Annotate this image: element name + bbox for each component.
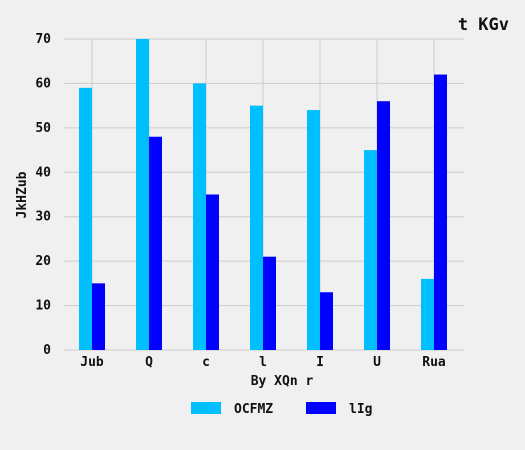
x-tick-label: Q bbox=[145, 355, 153, 370]
x-axis-title: By XQn r bbox=[251, 374, 314, 389]
x-tick-label: Jub bbox=[80, 355, 104, 370]
y-tick-label: 30 bbox=[35, 210, 51, 225]
bar-lIg-l bbox=[263, 256, 276, 350]
bar-OCFMZ-Q bbox=[136, 39, 149, 350]
y-axis-ticks: 0 10 20 30 40 50 60 70 bbox=[35, 32, 51, 358]
bar-OCFMZ-I bbox=[307, 110, 320, 350]
y-tick-label: 20 bbox=[35, 254, 51, 269]
legend: OCFMZ lIg bbox=[191, 402, 372, 417]
y-tick-label: 10 bbox=[35, 299, 51, 314]
chart-title: t KGv bbox=[458, 15, 509, 35]
bar-OCFMZ-U bbox=[364, 150, 377, 350]
bar-OCFMZ-Rua bbox=[421, 278, 434, 350]
y-tick-label: 60 bbox=[35, 76, 51, 91]
bar-lIg-I bbox=[320, 292, 333, 350]
y-tick-label: 70 bbox=[35, 32, 51, 47]
bar-OCFMZ-l bbox=[250, 105, 263, 351]
bar-OCFMZ-c bbox=[193, 83, 206, 350]
legend-label-lIg: lIg bbox=[349, 402, 372, 417]
bar-lIg-Jub bbox=[92, 283, 105, 350]
x-tick-label: I bbox=[316, 355, 324, 370]
y-tick-label: 0 bbox=[43, 343, 51, 358]
x-tick-label: Rua bbox=[422, 355, 446, 370]
bar-lIg-Q bbox=[149, 136, 162, 350]
legend-label-OCFMZ: OCFMZ bbox=[234, 402, 273, 417]
y-axis-title: JkHZub bbox=[15, 171, 30, 218]
y-tick-label: 40 bbox=[35, 165, 51, 180]
y-tick-label: 50 bbox=[35, 121, 51, 136]
bars bbox=[79, 39, 447, 351]
legend-swatch-lIg bbox=[306, 402, 336, 414]
x-tick-label: c bbox=[202, 355, 210, 370]
x-tick-label: l bbox=[259, 355, 267, 370]
bar-lIg-Rua bbox=[434, 74, 447, 351]
bar-OCFMZ-Jub bbox=[79, 87, 92, 350]
bar-lIg-c bbox=[206, 194, 219, 350]
legend-swatch-OCFMZ bbox=[191, 402, 221, 414]
x-tick-label: U bbox=[373, 355, 381, 370]
bar-lIg-U bbox=[377, 101, 390, 350]
